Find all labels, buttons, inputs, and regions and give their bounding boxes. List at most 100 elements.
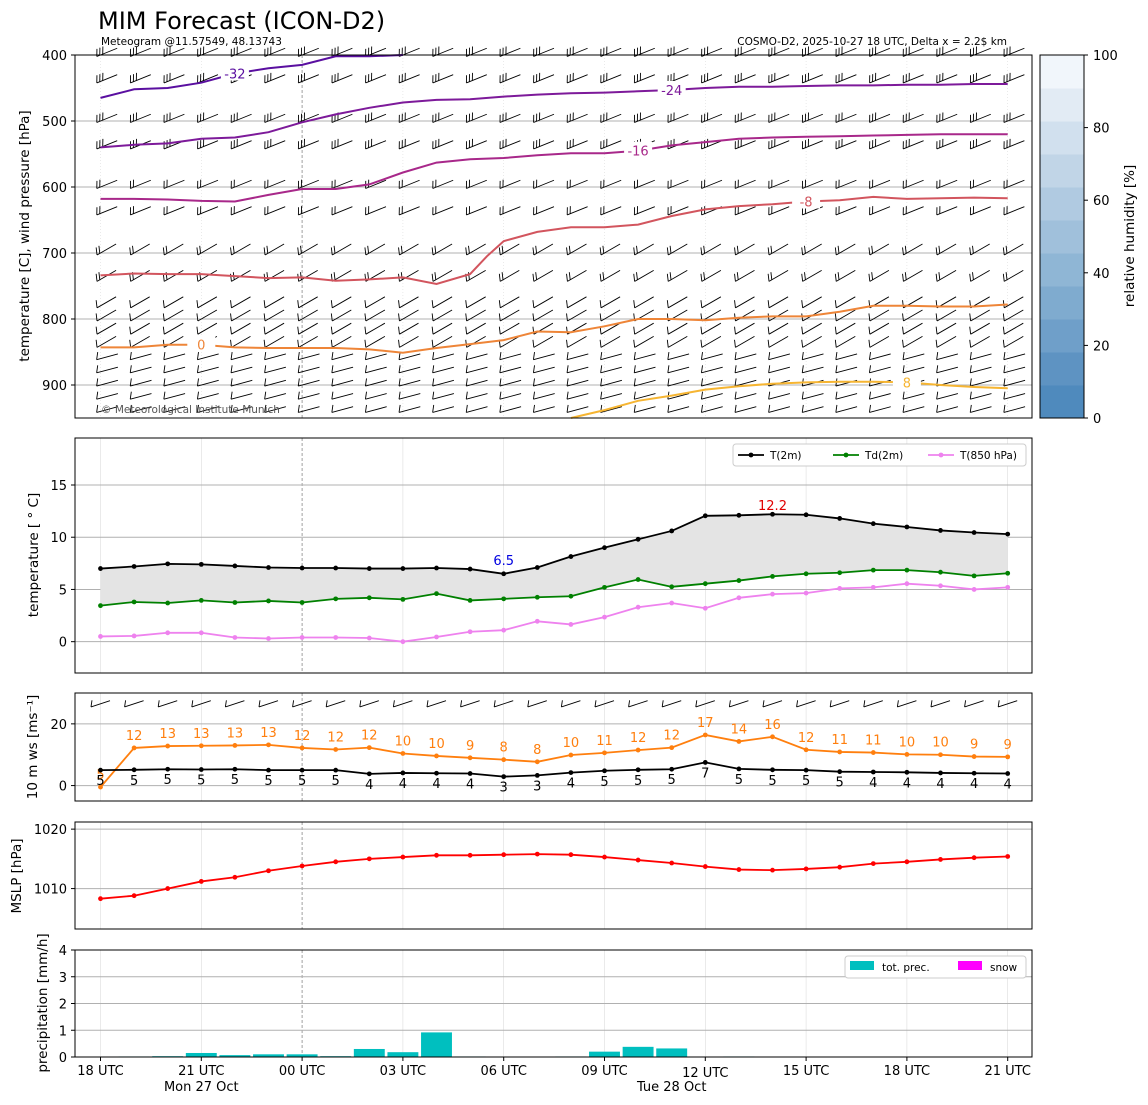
mslp-point [736, 867, 742, 872]
wind-barb [230, 352, 253, 361]
wind-barb [600, 46, 622, 57]
wind-barb [230, 206, 252, 216]
wind-barb [499, 112, 521, 123]
wind-barb [599, 296, 621, 309]
temperature-point [870, 567, 876, 573]
wind-barb [936, 391, 959, 400]
temperature-point [770, 591, 775, 597]
wind-barb [532, 243, 554, 256]
wind-barb [1003, 352, 1026, 361]
wind-barb [331, 404, 354, 413]
wind-barb [96, 378, 119, 387]
wind-value-label: 17 [697, 716, 714, 731]
temperature-point [434, 565, 439, 571]
surface-wind-barb [628, 700, 648, 708]
legend-label: T(2m) [769, 450, 802, 462]
wind-barb [734, 352, 757, 361]
wind-barb [801, 138, 823, 150]
wind-barb [163, 391, 186, 400]
wind-value-label: 12 [361, 729, 378, 744]
colorbar-band [1040, 286, 1084, 320]
wind-value-label: 10 [899, 735, 916, 750]
temperature-point [501, 571, 507, 577]
precipitation-plot [118, 1032, 755, 1057]
wind-value-label: 5 [802, 774, 810, 789]
wind-barb [498, 296, 520, 309]
mslp-point [635, 857, 641, 863]
wind-barb [902, 391, 925, 400]
wind-barb [801, 322, 822, 335]
temperature-point [702, 581, 708, 587]
wind-barb [599, 270, 621, 282]
temperature-point [333, 596, 339, 602]
precipitation-bar [185, 1052, 217, 1057]
wind-barb [1002, 322, 1024, 335]
wind-barb [230, 112, 252, 123]
wind-barb [533, 112, 555, 123]
wind-barb [801, 270, 822, 282]
precipitation-bar [219, 1055, 251, 1057]
wind-barb [499, 391, 522, 400]
wind-point [400, 751, 406, 756]
surface-wind-barb [796, 700, 816, 708]
surface-wind-barb [762, 700, 783, 708]
isotherm-label-bg [657, 80, 686, 97]
surface-wind-barb [964, 700, 984, 708]
isotherm-line [570, 380, 1008, 419]
wind-barb [499, 72, 521, 84]
wind-barb [331, 365, 354, 374]
wind-value-label: 8 [533, 743, 541, 758]
temperature-series-line [100, 569, 1008, 607]
wind-barb [734, 270, 755, 282]
wind-barb [364, 309, 386, 322]
mslp-point [770, 867, 775, 873]
temperature-legend: T(2m) Td(2m) T(850 hPa) [732, 443, 1027, 467]
wind-barb [331, 378, 354, 387]
temperature-point [602, 614, 607, 620]
temperature-point [971, 530, 977, 535]
wind-point [803, 747, 809, 753]
temperature-point [434, 634, 439, 640]
wind-barb [432, 179, 454, 189]
wind-barb [364, 365, 387, 374]
wind-point [904, 769, 910, 775]
wind-barb [599, 243, 621, 256]
wind-barb [129, 352, 152, 361]
wind-barb [801, 179, 823, 189]
surface-wind-barb [896, 700, 917, 708]
wind-barb [633, 336, 654, 348]
wind-barb [264, 391, 287, 400]
mslp-point [400, 854, 406, 860]
wind-point [669, 745, 675, 751]
wind-barb [969, 138, 991, 150]
wind-barb [96, 391, 119, 400]
wind-barb [902, 206, 924, 216]
wind-barb [162, 296, 184, 309]
wind-barb [431, 270, 453, 282]
wind-barb [297, 309, 318, 322]
wind-barb [365, 112, 387, 123]
wind-barb [264, 179, 286, 189]
temperature-point [299, 565, 305, 571]
temperature-point [400, 596, 406, 602]
surface-wind-barb [728, 700, 749, 708]
wind-barb [935, 336, 957, 348]
isotherm-label: -8 [800, 196, 813, 211]
wind-barb [163, 112, 185, 123]
wind-barb [365, 72, 387, 84]
wind-barb [969, 206, 991, 216]
wind-barb [801, 112, 823, 123]
wind-barb [969, 336, 990, 348]
temperature-point [232, 635, 238, 640]
wind-value-label: 13 [260, 726, 277, 741]
wind-barb [667, 46, 689, 57]
temperature-point [938, 583, 943, 589]
wind-barb [701, 112, 723, 123]
wind-barb [734, 378, 757, 387]
wind-barb [767, 322, 789, 335]
wind-point [232, 743, 238, 748]
wind-barb [129, 243, 150, 256]
wind-barb [600, 112, 622, 123]
isotherm-label: 8 [903, 376, 911, 391]
wind-barb [432, 138, 454, 150]
